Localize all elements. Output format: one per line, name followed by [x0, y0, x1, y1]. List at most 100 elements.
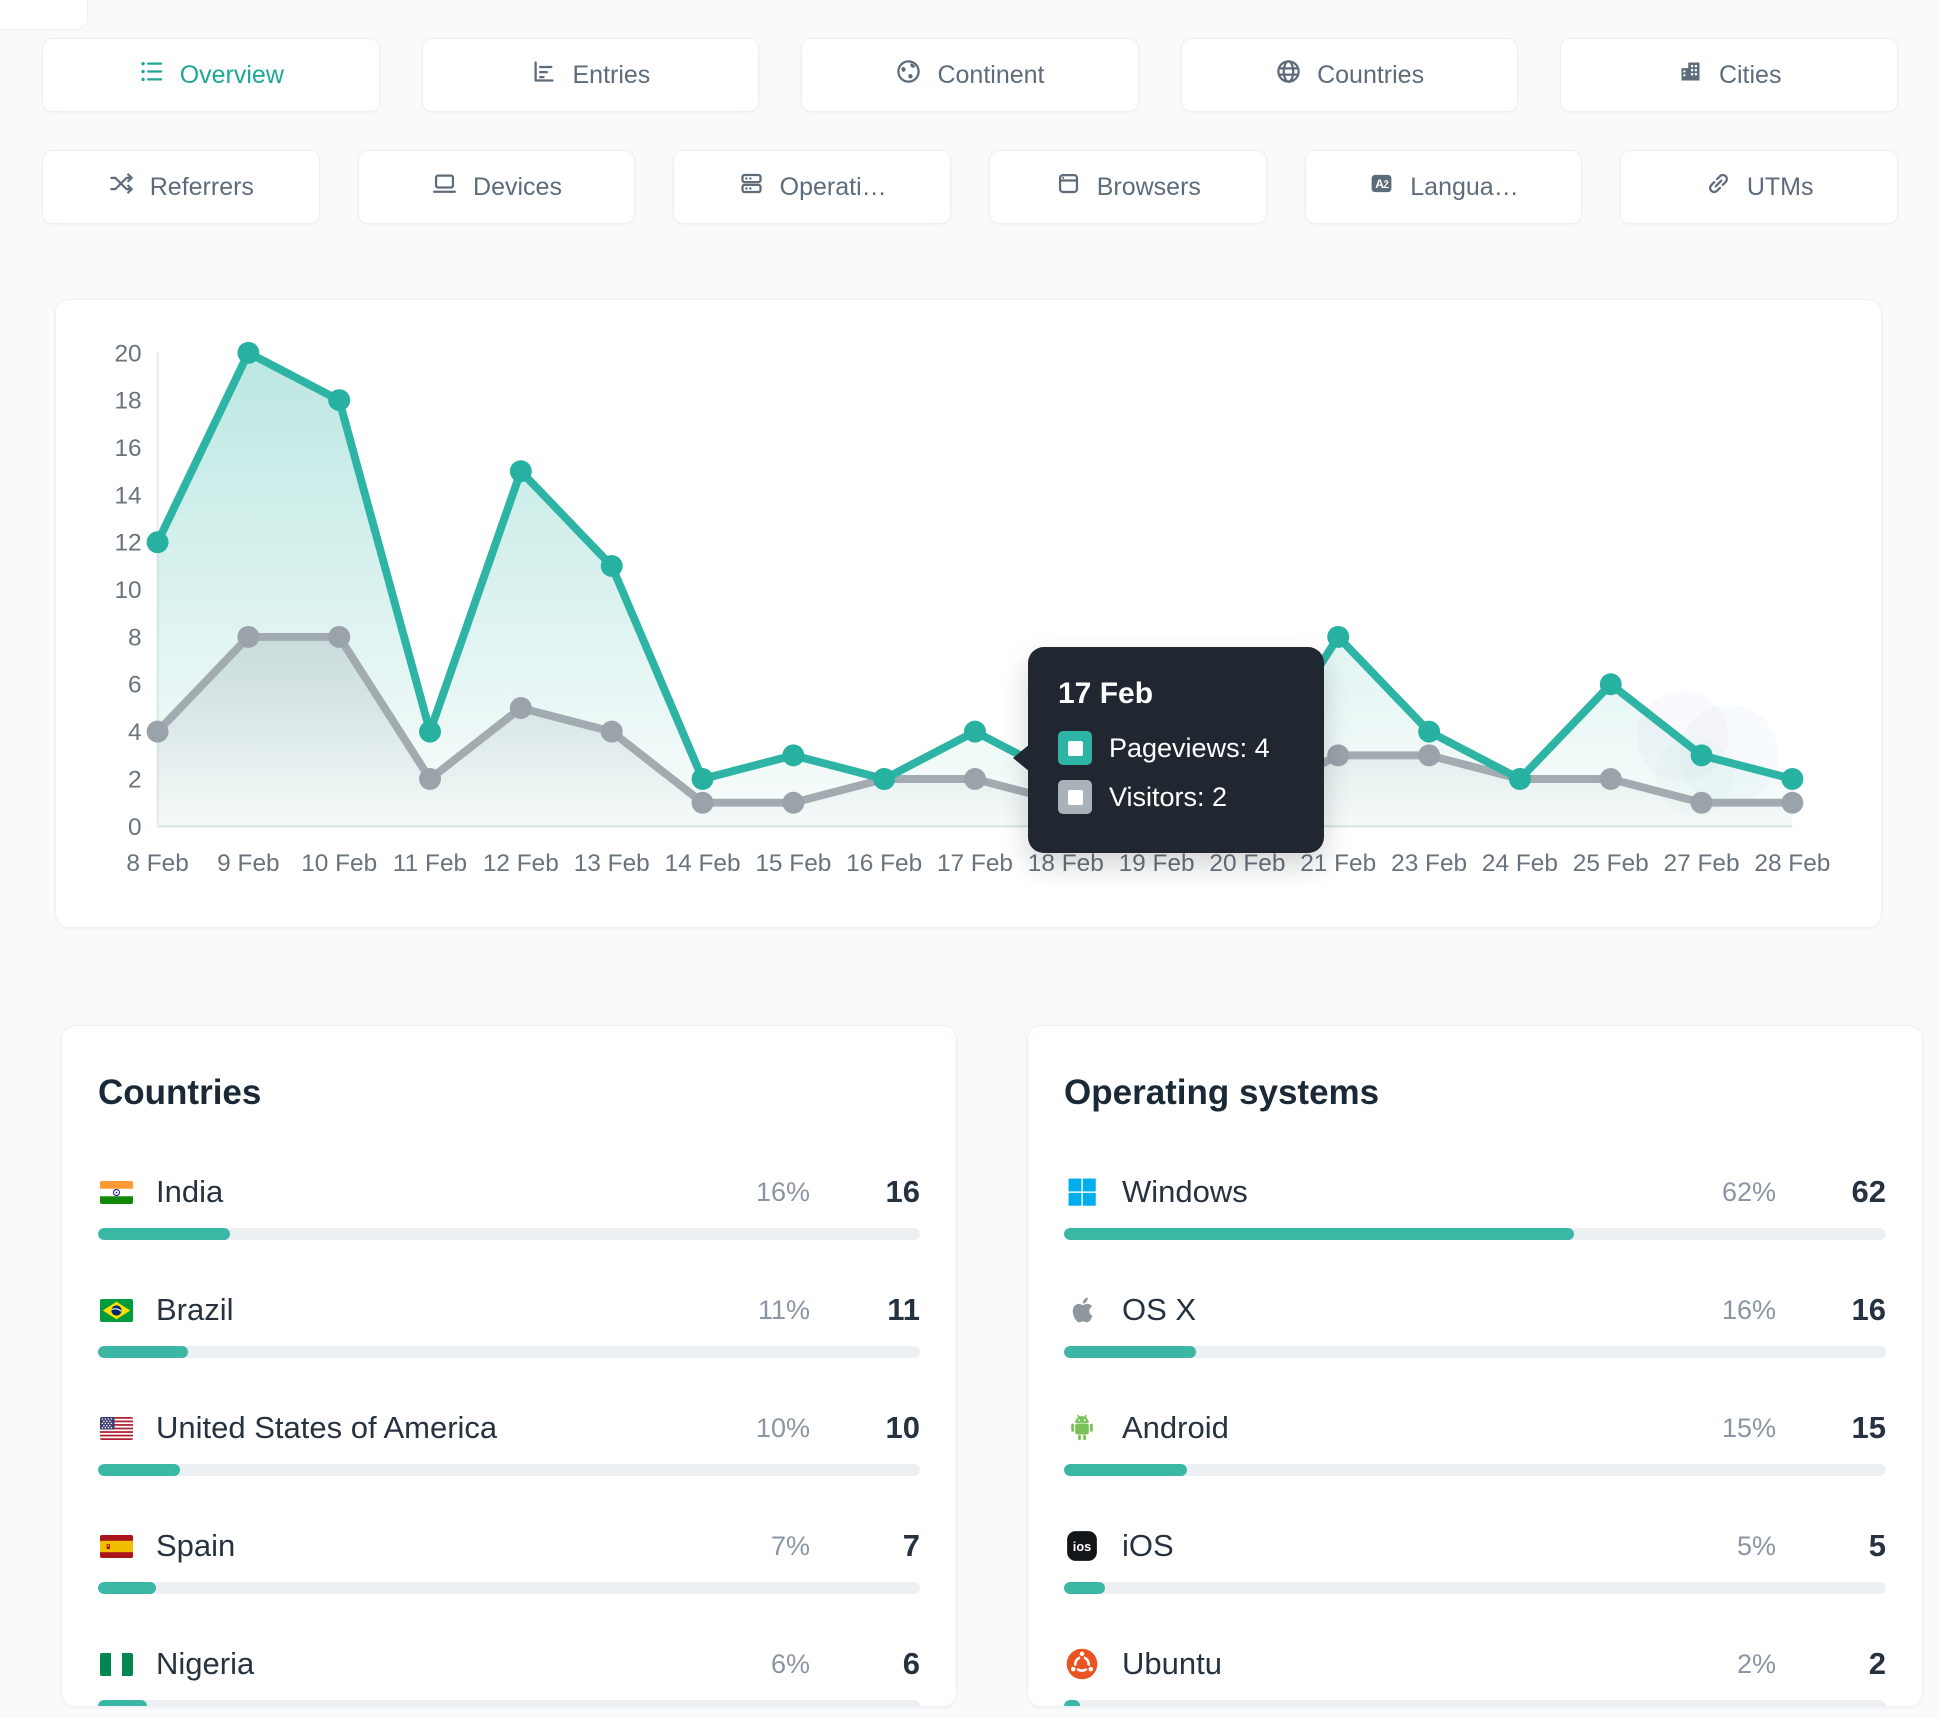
chart-point-visitors-12-feb[interactable] [509, 697, 532, 719]
buildings-icon [1677, 58, 1704, 92]
progress-bar [1064, 1464, 1886, 1476]
chart-point-pageviews-23-feb[interactable] [1418, 720, 1441, 743]
svg-text:ios: ios [1073, 1539, 1091, 1554]
chart-point-pageviews-25-feb[interactable] [1599, 673, 1622, 696]
stat-percent: 5% [1736, 1530, 1776, 1561]
tab-cities[interactable]: Cities [1560, 38, 1898, 112]
tab-label: Referrers [149, 172, 254, 201]
chart-point-pageviews-8-feb[interactable] [146, 531, 169, 554]
panel-title-operating-systems: Operating systems [1064, 1073, 1380, 1112]
stat-count: 16 [885, 1174, 920, 1209]
stat-percent: 16% [755, 1176, 810, 1207]
stat-row-windows: Windows 62% 62 [1064, 1168, 1886, 1240]
earth-icon [895, 58, 922, 92]
x-tick: 23 Feb [1391, 850, 1467, 877]
chart-point-pageviews-12-feb[interactable] [509, 460, 532, 483]
chart-point-visitors-10-feb[interactable] [328, 625, 351, 648]
y-tick: 4 [128, 719, 142, 746]
chart-point-pageviews-27-feb[interactable] [1690, 744, 1713, 767]
os-android-icon [1064, 1410, 1100, 1446]
stat-name: iOS [1122, 1528, 1174, 1563]
shuffle-icon [108, 170, 135, 204]
stat-count: 11 [887, 1292, 920, 1327]
chart-point-visitors-17-feb[interactable] [964, 768, 986, 790]
stat-row-united-states-of-america: United States of America 10% 10 [98, 1404, 920, 1476]
stat-percent: 62% [1721, 1176, 1776, 1207]
stat-row-spain: Spain 7% 7 [98, 1522, 920, 1594]
stat-name: Spain [156, 1528, 236, 1563]
operating-systems-panel: Operating systems Windows 62% 62 OS X 16… [1027, 1025, 1923, 1707]
x-tick: 21 Feb [1300, 850, 1376, 877]
chart-point-pageviews-28-feb[interactable] [1781, 768, 1804, 790]
stat-name: Windows [1122, 1174, 1248, 1209]
y-tick: 20 [114, 340, 141, 367]
chart-point-pageviews-19-feb[interactable] [1145, 768, 1168, 790]
chart-point-visitors-18-feb[interactable] [1054, 791, 1077, 814]
tab-langua[interactable]: A Z̄ Langua… [1304, 150, 1583, 224]
chart-point-visitors-15-feb[interactable] [782, 791, 805, 814]
tab-label: Continent [937, 60, 1045, 89]
progress-bar [98, 1582, 920, 1594]
chart-point-pageviews-16-feb[interactable] [873, 768, 896, 790]
chart-point-pageviews-13-feb[interactable] [600, 554, 623, 577]
globe-icon [1275, 58, 1302, 92]
stat-count: 5 [1868, 1528, 1886, 1563]
chart-point-visitors-14-feb[interactable] [691, 791, 714, 814]
chart-point-visitors-13-feb[interactable] [600, 720, 623, 743]
chart-point-visitors-21-feb[interactable] [1327, 744, 1350, 767]
traffic-line-chart[interactable]: 0 2 4 6 8 10 12 14 16 18 20 8 Feb 9 Feb 10 Feb 11 Feb 1… [56, 300, 1881, 927]
chart-point-pageviews-9-feb[interactable] [237, 341, 260, 364]
tab-label: Langua… [1410, 172, 1519, 201]
chart-point-visitors-25-feb[interactable] [1599, 768, 1622, 790]
chart-point-pageviews-20-feb[interactable] [1236, 768, 1259, 790]
chart-point-pageviews-18-feb[interactable] [1054, 768, 1077, 790]
tab-devices[interactable]: Devices [357, 150, 636, 224]
chart-point-pageviews-11-feb[interactable] [419, 720, 441, 743]
progress-bar [1064, 1228, 1886, 1240]
chart-point-pageviews-10-feb[interactable] [328, 389, 351, 412]
tab-continent[interactable]: Continent [801, 38, 1139, 112]
stat-percent: 7% [770, 1530, 810, 1561]
tab-operati[interactable]: Operati… [673, 150, 951, 224]
stat-count: 2 [1868, 1646, 1886, 1681]
tab-label: UTMs [1746, 172, 1814, 201]
chart-point-pageviews-17-feb[interactable] [964, 720, 986, 743]
chart-point-visitors-27-feb[interactable] [1690, 791, 1713, 814]
link-icon [1705, 170, 1732, 204]
chart-point-pageviews-21-feb[interactable] [1327, 625, 1350, 648]
tab-entries[interactable]: Entries [421, 38, 760, 112]
y-tick: 0 [128, 814, 142, 841]
chart-point-visitors-23-feb[interactable] [1418, 744, 1441, 767]
chart-point-visitors-20-feb[interactable] [1236, 791, 1259, 814]
clipped-corner-element [0, 0, 88, 30]
stat-count: 10 [885, 1410, 920, 1445]
countries-panel: Countries India 16% 16 Brazil 11% 11 [61, 1025, 957, 1707]
x-tick: 11 Feb [393, 850, 467, 877]
y-tick: 10 [114, 577, 141, 604]
y-tick: 2 [128, 766, 142, 793]
flag-es-icon [98, 1528, 134, 1564]
chart-point-pageviews-24-feb[interactable] [1508, 768, 1531, 790]
tab-browsers[interactable]: Browsers [988, 150, 1267, 224]
os-windows-icon [1064, 1174, 1100, 1210]
stat-count: 16 [1851, 1292, 1886, 1327]
tab-referrers[interactable]: Referrers [42, 150, 320, 224]
tab-label: Devices [473, 172, 562, 201]
x-tick: 27 Feb [1664, 850, 1740, 877]
x-tick: 12 Feb [483, 850, 559, 877]
chart-point-pageviews-14-feb[interactable] [691, 768, 714, 790]
stat-name: OS X [1122, 1292, 1197, 1327]
browser-icon [1055, 170, 1082, 204]
os-ios-icon: ios [1064, 1528, 1100, 1564]
tab-overview[interactable]: Overview [42, 38, 380, 112]
chart-point-visitors-19-feb[interactable] [1145, 791, 1168, 814]
stat-row-os-x: OS X 16% 16 [1064, 1286, 1886, 1358]
chart-point-pageviews-15-feb[interactable] [782, 744, 805, 767]
tab-countries[interactable]: Countries [1180, 38, 1519, 112]
chart-point-visitors-11-feb[interactable] [419, 768, 441, 790]
tab-utms[interactable]: UTMs [1620, 150, 1898, 224]
tab-label: Entries [572, 60, 651, 89]
chart-point-visitors-9-feb[interactable] [237, 625, 260, 648]
chart-point-visitors-8-feb[interactable] [146, 720, 169, 743]
chart-point-visitors-28-feb[interactable] [1781, 791, 1804, 814]
